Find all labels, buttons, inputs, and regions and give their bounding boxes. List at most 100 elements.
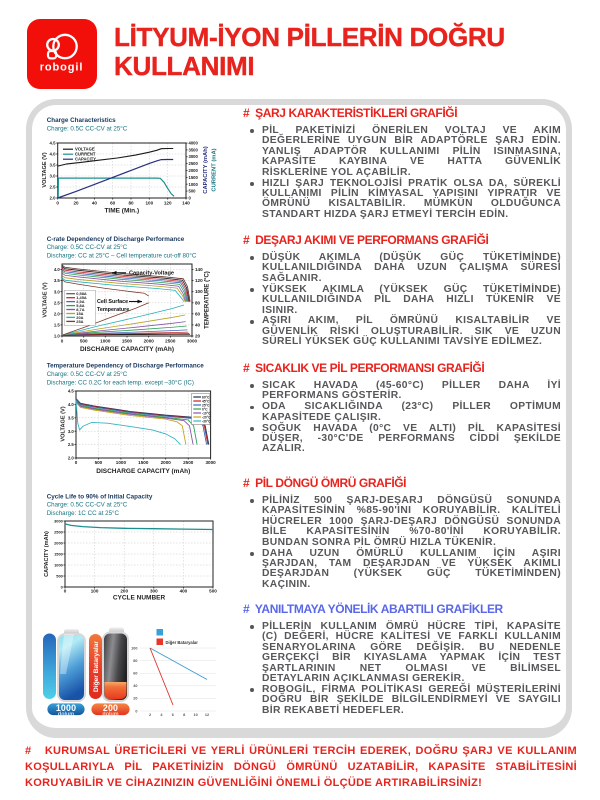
svg-text:40: 40 xyxy=(195,322,201,327)
svg-text:2500: 2500 xyxy=(54,530,63,535)
svg-text:dolum: dolum xyxy=(58,711,74,717)
svg-text:3.5: 3.5 xyxy=(50,163,57,168)
svg-text:10: 10 xyxy=(193,713,197,717)
svg-text:CURRENT (mA): CURRENT (mA) xyxy=(212,148,218,191)
svg-text:Discharge: CC at 25°C – Cell t: Discharge: CC at 25°C – Cell temperature… xyxy=(47,252,197,259)
svg-text:2,9A: 2,9A xyxy=(76,299,84,304)
svg-text:25°C: 25°C xyxy=(202,403,210,407)
svg-text:CAPACITY (mAh): CAPACITY (mAh) xyxy=(44,531,50,577)
svg-text:TEMPERATURE (°C): TEMPERATURE (°C) xyxy=(205,271,211,329)
svg-text:Charge Characteristics: Charge Characteristics xyxy=(47,117,116,124)
svg-text:2.5: 2.5 xyxy=(68,442,75,447)
svg-text:3500: 3500 xyxy=(189,147,199,152)
svg-text:100: 100 xyxy=(91,589,99,594)
svg-text:Charge: 0.5C CC-CV at 25°C: Charge: 0.5C CC-CV at 25°C xyxy=(47,244,128,251)
svg-text:8: 8 xyxy=(183,713,185,717)
svg-text:0: 0 xyxy=(61,585,63,590)
svg-text:500: 500 xyxy=(95,460,103,465)
svg-text:4.0: 4.0 xyxy=(54,267,61,272)
svg-text:40: 40 xyxy=(92,201,98,206)
svg-text:3.0: 3.0 xyxy=(54,289,61,294)
svg-text:4.0: 4.0 xyxy=(50,152,57,157)
svg-text:60: 60 xyxy=(195,311,201,316)
svg-text:CAPACITY (mAh): CAPACITY (mAh) xyxy=(203,146,209,194)
svg-text:5,8A: 5,8A xyxy=(76,303,84,308)
svg-text:Discharge: 1C CC at 25°C: Discharge: 1C CC at 25°C xyxy=(47,510,120,517)
svg-text:3.5: 3.5 xyxy=(68,415,75,420)
svg-text:1500: 1500 xyxy=(138,460,149,465)
svg-text:0: 0 xyxy=(75,460,78,465)
svg-text:20: 20 xyxy=(133,697,137,701)
svg-text:2500: 2500 xyxy=(165,339,176,344)
svg-text:4.5: 4.5 xyxy=(50,141,57,146)
svg-text:-20°C: -20°C xyxy=(202,415,211,419)
svg-text:15A: 15A xyxy=(76,311,83,316)
svg-text:25A: 25A xyxy=(76,319,83,324)
svg-text:3.5: 3.5 xyxy=(54,278,61,283)
svg-text:1.0: 1.0 xyxy=(54,334,61,339)
svg-text:2.0: 2.0 xyxy=(50,196,57,201)
svg-text:-10°C: -10°C xyxy=(202,411,211,415)
svg-text:40: 40 xyxy=(133,684,137,688)
svg-text:2500: 2500 xyxy=(189,161,199,166)
svg-text:2: 2 xyxy=(149,713,151,717)
svg-text:dolum: dolum xyxy=(102,711,118,717)
svg-text:60°C: 60°C xyxy=(202,395,210,399)
svg-text:1,45A: 1,45A xyxy=(76,295,87,300)
svg-text:20A: 20A xyxy=(76,315,83,320)
svg-text:12: 12 xyxy=(205,713,209,717)
svg-text:200: 200 xyxy=(103,703,118,713)
svg-text:120: 120 xyxy=(195,278,203,283)
svg-text:1.5: 1.5 xyxy=(54,323,61,328)
svg-text:20: 20 xyxy=(73,201,79,206)
svg-text:CYCLE NUMBER: CYCLE NUMBER xyxy=(113,594,166,601)
svg-text:robogil: robogil xyxy=(40,62,84,74)
svg-text:CAPACITY: CAPACITY xyxy=(75,157,96,162)
svg-text:Temperature: Temperature xyxy=(97,307,129,313)
svg-text:100: 100 xyxy=(131,646,137,650)
svg-text:500: 500 xyxy=(209,589,217,594)
svg-text:0: 0 xyxy=(64,589,67,594)
svg-text:CURRENT: CURRENT xyxy=(75,152,96,157)
svg-text:300: 300 xyxy=(150,589,158,594)
svg-text:500: 500 xyxy=(189,189,197,194)
svg-text:Diğer Bataryalar: Diğer Bataryalar xyxy=(166,640,199,645)
svg-text:1500: 1500 xyxy=(122,339,133,344)
svg-text:6: 6 xyxy=(172,713,174,717)
svg-text:4: 4 xyxy=(160,713,163,717)
svg-text:0°C: 0°C xyxy=(202,407,208,411)
svg-text:0: 0 xyxy=(61,339,64,344)
svg-text:TIME (Min.): TIME (Min.) xyxy=(104,208,139,215)
svg-text:1000: 1000 xyxy=(56,703,76,713)
svg-text:400: 400 xyxy=(180,589,188,594)
svg-text:100: 100 xyxy=(195,289,203,294)
svg-text:Charge: 0.5C CC-CV at 25°C: Charge: 0.5C CC-CV at 25°C xyxy=(47,502,128,509)
svg-text:140: 140 xyxy=(195,267,203,272)
svg-text:1500: 1500 xyxy=(54,552,63,557)
svg-text:Charge: 0.5C CC-CV at 25°C: Charge: 0.5C CC-CV at 25°C xyxy=(47,126,128,133)
svg-text:0: 0 xyxy=(135,709,137,713)
svg-text:80: 80 xyxy=(195,300,201,305)
svg-text:DISCHARGE CAPACITY (mAh): DISCHARGE CAPACITY (mAh) xyxy=(96,468,190,475)
svg-text:2.5: 2.5 xyxy=(54,300,61,305)
svg-text:0: 0 xyxy=(56,201,59,206)
svg-text:1000: 1000 xyxy=(100,339,111,344)
svg-text:3000: 3000 xyxy=(187,339,198,344)
svg-text:1000: 1000 xyxy=(189,182,199,187)
svg-text:0: 0 xyxy=(189,196,192,201)
svg-text:500: 500 xyxy=(56,574,63,579)
svg-text:4000: 4000 xyxy=(189,141,199,146)
svg-text:C-rate Dependency of Discharge: C-rate Dependency of Discharge Performan… xyxy=(47,236,185,243)
svg-text:8,7A: 8,7A xyxy=(76,307,84,312)
svg-text:3.0: 3.0 xyxy=(68,429,75,434)
svg-text:45°C: 45°C xyxy=(202,399,210,403)
svg-text:3.0: 3.0 xyxy=(50,174,57,179)
svg-text:3000: 3000 xyxy=(205,460,216,465)
svg-text:140: 140 xyxy=(182,201,190,206)
svg-text:80: 80 xyxy=(133,659,137,663)
svg-text:1000: 1000 xyxy=(116,460,127,465)
svg-text:60: 60 xyxy=(110,201,116,206)
svg-text:-30°C: -30°C xyxy=(202,419,211,423)
svg-text:4.0: 4.0 xyxy=(68,402,75,407)
svg-text:120: 120 xyxy=(164,201,172,206)
